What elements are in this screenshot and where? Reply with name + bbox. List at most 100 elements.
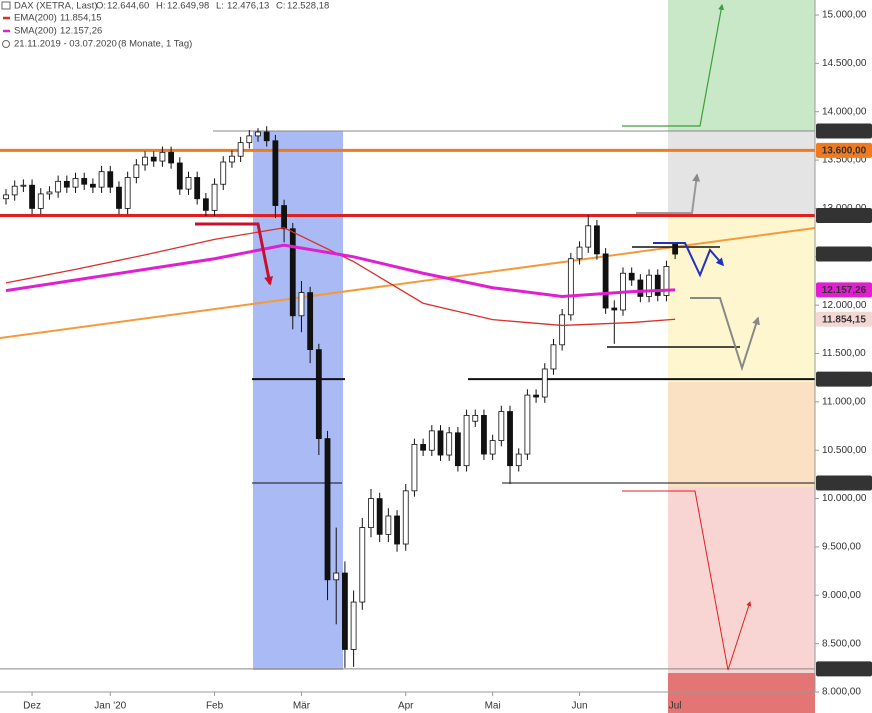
- candle-body: [11, 185, 18, 196]
- candle: [246, 130, 253, 149]
- y-tick-label: 14.000,00: [822, 106, 867, 117]
- candle: [472, 409, 479, 428]
- x-tick-label: Mai: [485, 701, 501, 712]
- price-tag-label: 13.600,00: [822, 146, 867, 157]
- candle-body: [168, 151, 175, 164]
- candle-body: [229, 155, 235, 163]
- quote-value: 12.644,60: [107, 1, 149, 12]
- candle: [237, 136, 244, 163]
- candle: [654, 269, 661, 302]
- y-tick-label: 14.500,00: [822, 58, 867, 69]
- candle-body: [437, 430, 444, 456]
- candle: [359, 517, 366, 610]
- candle-body: [489, 440, 496, 455]
- annotations: [195, 3, 760, 671]
- candle: [428, 425, 435, 457]
- candle-body: [663, 266, 670, 296]
- arrow: [690, 297, 760, 372]
- candle-body: [672, 242, 679, 255]
- legend-name: EMA(200): [14, 13, 57, 24]
- price-axis-bg: [815, 0, 872, 713]
- quote-value: 12.528,18: [287, 1, 329, 12]
- candle-body: [159, 151, 166, 162]
- candle: [55, 175, 62, 198]
- candle-body: [72, 178, 79, 188]
- candle-body: [133, 164, 140, 178]
- date-range: 21.11.2019 - 03.07.2020: [14, 39, 117, 50]
- candle: [281, 199, 287, 243]
- candle: [107, 165, 114, 193]
- candle: [289, 222, 296, 330]
- candle: [63, 175, 70, 193]
- candle: [211, 178, 218, 217]
- candle: [567, 252, 574, 321]
- x-tick-label: Jun: [571, 701, 587, 712]
- candle: [446, 427, 453, 461]
- candle: [524, 389, 531, 460]
- zone-green: [668, 0, 815, 131]
- background-zones: [253, 0, 815, 713]
- candle-body: [124, 177, 131, 209]
- candle: [394, 510, 400, 552]
- candle: [342, 561, 348, 668]
- candle: [515, 448, 522, 472]
- candle: [298, 280, 305, 333]
- quote-key: O:: [96, 1, 106, 12]
- candle: [176, 157, 183, 195]
- candle-body: [576, 246, 583, 260]
- candle-body: [585, 225, 592, 248]
- candle-body: [263, 131, 270, 142]
- candle: [185, 171, 192, 195]
- candle: [550, 338, 557, 375]
- price-tag: [816, 123, 872, 139]
- y-tick-label: 9.000,00: [822, 590, 861, 601]
- candle-body: [481, 414, 487, 455]
- candle: [220, 156, 227, 191]
- candle-body: [368, 498, 374, 528]
- candle-body: [507, 411, 513, 467]
- price-tag-label: 8.239,01: [825, 664, 864, 675]
- candle: [255, 128, 261, 142]
- candle-body: [237, 142, 244, 157]
- candle-body: [428, 430, 435, 451]
- candle-body: [602, 253, 609, 309]
- candle-body: [550, 344, 557, 370]
- indicator-line: [5, 243, 676, 298]
- candle: [585, 215, 592, 253]
- chart-icon: [1, 1, 11, 10]
- price-tag-label: 11.235,57: [822, 374, 866, 385]
- candle: [133, 159, 140, 184]
- candle-body: [211, 183, 218, 211]
- candle: [576, 241, 583, 265]
- date-span: (8 Monate, 1 Tag): [118, 39, 192, 50]
- candle-body: [63, 180, 70, 188]
- candle-body: [524, 394, 531, 455]
- candle: [646, 269, 652, 303]
- y-tick-label: 12.000,00: [822, 300, 867, 311]
- candle: [602, 248, 609, 314]
- candle-body: [289, 228, 296, 317]
- candle-body: [559, 314, 566, 346]
- candle: [29, 179, 35, 215]
- zone-orange: [668, 382, 815, 487]
- x-tick-label: Apr: [398, 701, 414, 712]
- candle-body: [611, 307, 618, 311]
- candle-body: [376, 498, 383, 535]
- clock-icon: [2, 40, 10, 48]
- candle-body: [324, 438, 331, 581]
- candle: [507, 405, 513, 485]
- x-tick-label: Feb: [206, 701, 224, 712]
- candle: [376, 492, 383, 543]
- price-tag: [816, 246, 872, 262]
- price-tag-label: 10.160,89: [822, 478, 867, 489]
- candle: [116, 181, 122, 215]
- candle: [72, 172, 79, 193]
- candle-body: [350, 601, 357, 650]
- candle-body: [342, 572, 348, 650]
- candle: [20, 179, 27, 192]
- price-tags: 13.800,00 13.600,00 12.927,07 12.528,18 12.1…: [816, 123, 872, 677]
- price-tag-label: 11.854,15: [822, 314, 866, 325]
